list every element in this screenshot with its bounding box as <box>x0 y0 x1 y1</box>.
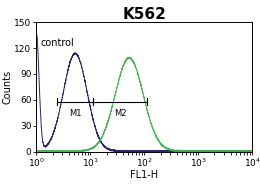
Title: K562: K562 <box>122 7 166 22</box>
X-axis label: FL1-H: FL1-H <box>130 170 158 180</box>
Text: M2: M2 <box>114 109 126 118</box>
Text: control: control <box>41 38 74 48</box>
Text: M1: M1 <box>69 109 81 118</box>
Y-axis label: Counts: Counts <box>3 70 13 104</box>
